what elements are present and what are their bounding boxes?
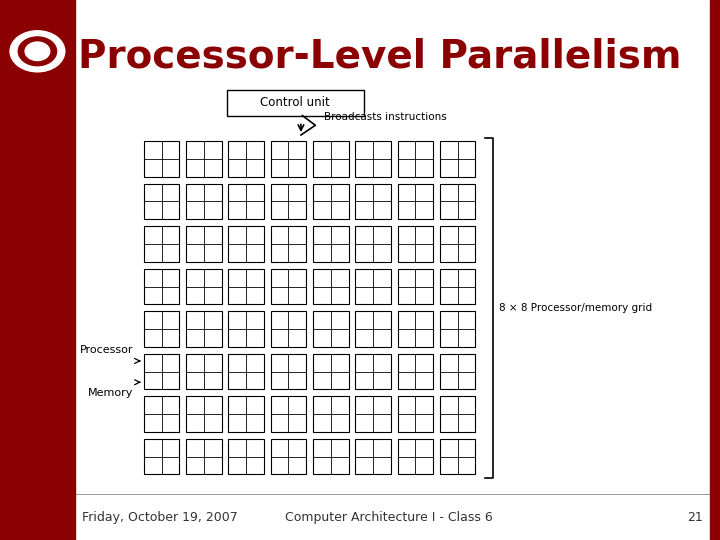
Bar bbox=[397, 439, 433, 475]
Bar bbox=[355, 141, 391, 177]
Bar bbox=[355, 439, 391, 475]
Bar bbox=[271, 184, 306, 219]
Bar bbox=[355, 226, 391, 262]
Bar bbox=[397, 226, 433, 262]
Bar bbox=[144, 354, 179, 389]
Bar bbox=[228, 354, 264, 389]
Bar bbox=[271, 311, 306, 347]
Bar bbox=[228, 311, 264, 347]
Bar bbox=[271, 439, 306, 475]
Bar bbox=[186, 439, 222, 475]
Bar bbox=[228, 184, 264, 219]
Bar bbox=[227, 90, 364, 116]
Bar bbox=[313, 311, 348, 347]
Bar bbox=[271, 396, 306, 432]
Bar bbox=[397, 311, 433, 347]
Text: Informationsteknologi: Informationsteknologi bbox=[28, 190, 47, 372]
Bar bbox=[397, 396, 433, 432]
Bar bbox=[397, 269, 433, 305]
Bar bbox=[271, 226, 306, 262]
Text: Broadcasts instructions: Broadcasts instructions bbox=[324, 112, 446, 122]
Bar bbox=[144, 226, 179, 262]
Bar bbox=[397, 184, 433, 219]
Bar bbox=[186, 269, 222, 305]
Bar bbox=[440, 354, 475, 389]
Bar bbox=[186, 141, 222, 177]
Bar bbox=[313, 354, 348, 389]
Text: UPPSALA
UNIVERSITET: UPPSALA UNIVERSITET bbox=[19, 80, 55, 91]
Bar bbox=[313, 269, 348, 305]
Bar bbox=[397, 354, 433, 389]
Bar bbox=[186, 226, 222, 262]
Bar bbox=[228, 439, 264, 475]
Bar bbox=[228, 396, 264, 432]
Text: Memory: Memory bbox=[88, 388, 133, 398]
Bar bbox=[440, 226, 475, 262]
Bar bbox=[440, 269, 475, 305]
Bar bbox=[186, 184, 222, 219]
Bar bbox=[440, 439, 475, 475]
Bar bbox=[313, 226, 348, 262]
Bar bbox=[271, 141, 306, 177]
Bar bbox=[313, 184, 348, 219]
Bar bbox=[144, 396, 179, 432]
Bar bbox=[440, 184, 475, 219]
Text: Friday, October 19, 2007: Friday, October 19, 2007 bbox=[82, 511, 238, 524]
Bar bbox=[355, 396, 391, 432]
Bar bbox=[144, 439, 179, 475]
Bar bbox=[313, 141, 348, 177]
Bar bbox=[228, 141, 264, 177]
Bar bbox=[397, 141, 433, 177]
Bar bbox=[228, 226, 264, 262]
Text: Control unit: Control unit bbox=[261, 96, 330, 109]
Text: Processor-Level Parallelism: Processor-Level Parallelism bbox=[78, 38, 681, 76]
Text: 21: 21 bbox=[687, 511, 703, 524]
Bar bbox=[271, 354, 306, 389]
Bar bbox=[355, 184, 391, 219]
Bar bbox=[355, 311, 391, 347]
Bar bbox=[186, 354, 222, 389]
Bar bbox=[186, 396, 222, 432]
Bar bbox=[186, 311, 222, 347]
Bar bbox=[271, 269, 306, 305]
Bar bbox=[440, 311, 475, 347]
Text: Processor: Processor bbox=[80, 345, 133, 355]
Bar bbox=[355, 354, 391, 389]
Bar bbox=[144, 184, 179, 219]
Bar bbox=[144, 141, 179, 177]
Bar bbox=[144, 269, 179, 305]
Text: Computer Architecture I - Class 6: Computer Architecture I - Class 6 bbox=[285, 511, 492, 524]
Bar bbox=[355, 269, 391, 305]
Bar bbox=[440, 396, 475, 432]
Bar bbox=[313, 439, 348, 475]
Text: 8 × 8 Processor/memory grid: 8 × 8 Processor/memory grid bbox=[499, 303, 652, 313]
Bar bbox=[313, 396, 348, 432]
Bar bbox=[228, 269, 264, 305]
Bar bbox=[144, 311, 179, 347]
Bar bbox=[440, 141, 475, 177]
